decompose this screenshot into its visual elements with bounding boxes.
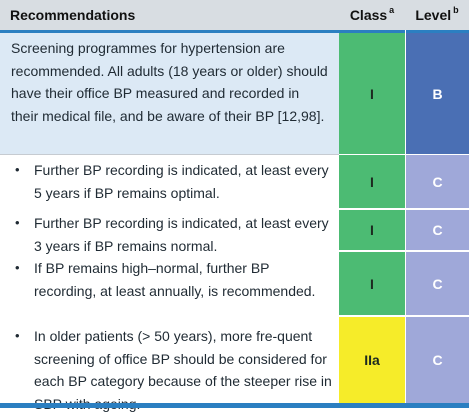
recommendation-bullet-1: • Further BP recording is indicated, at … <box>0 159 339 212</box>
level-badge-row-1: B <box>406 33 469 154</box>
level-badge-row-4: C <box>406 252 469 315</box>
class-badge-row-3: I <box>339 210 405 250</box>
row-divider <box>0 154 339 155</box>
recommendation-row-1-text: Screening programmes for hypertension ar… <box>0 33 339 154</box>
recommendation-row-3-text: Further BP recording is indicated, at le… <box>34 215 329 254</box>
recommendation-bullet-3: • If BP remains high–normal, further BP … <box>0 257 339 325</box>
class-badge-row-2: I <box>339 155 405 208</box>
bullet-marker: • <box>15 260 20 275</box>
bullet-marker: • <box>15 215 20 230</box>
header-level-label: Level <box>415 7 452 23</box>
recommendation-row-2-text: Further BP recording is indicated, at le… <box>34 162 329 201</box>
header-class-footnote: a <box>389 5 395 15</box>
header-divider <box>0 30 469 33</box>
row-divider <box>339 250 469 252</box>
recommendation-row-5-text: In older patients (> 50 years), more fre… <box>34 328 332 412</box>
recommendation-row-4-text: If BP remains high–normal, further BP re… <box>34 260 316 299</box>
column-divider <box>405 30 406 403</box>
level-badge-row-2: C <box>406 155 469 208</box>
header-class: Class a <box>339 0 405 30</box>
class-badge-row-4: I <box>339 252 405 315</box>
recommendation-bullet-4: • In older patients (> 50 years), more f… <box>0 325 339 412</box>
bullet-marker: • <box>15 162 20 177</box>
header-level-footnote: b <box>453 5 459 15</box>
row-divider <box>339 315 469 317</box>
recommendation-bullets: • Further BP recording is indicated, at … <box>0 154 339 412</box>
recommendation-bullet-2: • Further BP recording is indicated, at … <box>0 212 339 257</box>
table-bottom-border <box>0 403 469 408</box>
class-badge-row-1: I <box>339 33 405 154</box>
header-class-label: Class <box>349 7 388 23</box>
header-recommendations-label: Recommendations <box>10 7 136 23</box>
row-divider <box>339 208 469 210</box>
bullet-marker: • <box>15 328 20 343</box>
header-recommendations: Recommendations <box>0 0 339 30</box>
header-level: Level b <box>405 0 469 30</box>
class-badge-row-5: IIa <box>339 317 405 403</box>
row-divider <box>339 154 469 155</box>
level-badge-row-3: C <box>406 210 469 250</box>
level-badge-row-5: C <box>406 317 469 403</box>
